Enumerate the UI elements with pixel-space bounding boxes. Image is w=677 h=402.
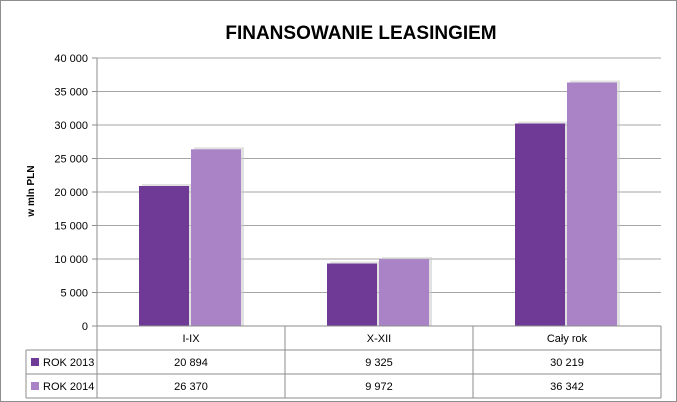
legend-swatch (31, 358, 39, 366)
y-tick-label: 0 (82, 321, 88, 333)
y-tick-label: 35 000 (54, 87, 88, 99)
bar (191, 149, 241, 326)
bar (327, 263, 377, 326)
bar (515, 123, 565, 326)
bars (139, 80, 620, 326)
data-label: 30 219 (550, 357, 584, 369)
y-axis-label: w mln PLN (26, 165, 37, 217)
bar (379, 259, 429, 326)
legend-swatch (31, 382, 39, 390)
chart-title: FINANSOWANIE LEASINGIEM (225, 23, 496, 44)
y-tick-label: 15 000 (54, 221, 88, 233)
bar (139, 186, 189, 326)
category-label: I-IX (182, 333, 200, 345)
y-tick-label: 40 000 (54, 53, 88, 65)
y-tick-label: 5 000 (60, 288, 88, 300)
y-tick-label: 30 000 (54, 120, 88, 132)
bar (567, 82, 617, 326)
legend-label: ROK 2013 (43, 357, 94, 369)
y-tick-label: 20 000 (54, 187, 88, 199)
data-label: 20 894 (174, 357, 208, 369)
category-label: Cały rok (547, 333, 588, 345)
y-tick-label: 25 000 (54, 154, 88, 166)
legend-label: ROK 2014 (43, 381, 94, 393)
y-tick-label: 10 000 (54, 254, 88, 266)
category-label: X-XII (367, 333, 391, 345)
data-table: I-IX X-XII Cały rok ROK 2013 20 894 9 325 30 2… (25, 326, 662, 399)
data-label: 36 342 (550, 381, 584, 393)
axes: 0 5 000 10 000 15 000 20 000 25 000 30 000 35 0… (54, 53, 661, 333)
data-label: 9 325 (365, 357, 393, 369)
data-label: 26 370 (174, 381, 208, 393)
data-label: 9 972 (365, 381, 393, 393)
